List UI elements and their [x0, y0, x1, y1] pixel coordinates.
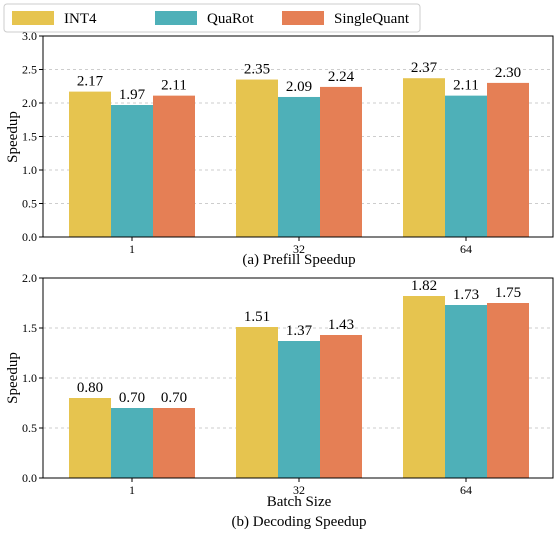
prefill-y-axis-label: Speedup: [5, 111, 21, 163]
data-label-quarot: 1.73: [453, 287, 479, 303]
decoding-caption: (b) Decoding Speedup: [232, 514, 367, 530]
y-tick-label: 0.0: [22, 471, 37, 485]
y-tick-label: 3.0: [22, 29, 37, 43]
data-label-int4: 1.82: [411, 278, 437, 294]
decoding-data-labels: 0.80 1.51 1.82 0.70 1.37 1.73 0.70 1.43 1.75: [77, 278, 521, 406]
bar-int4: [236, 79, 278, 237]
bar-quarot: [445, 95, 487, 237]
bar-quarot: [111, 408, 153, 478]
data-label-quarot: 0.70: [119, 390, 145, 406]
data-label-singlequant: 2.30: [495, 65, 521, 81]
prefill-data-labels: 2.17 2.35 2.37 1.97 2.09 2.11 2.11 2.24 2.30: [77, 60, 521, 103]
data-label-singlequant: 2.24: [328, 69, 355, 85]
prefill-caption: (a) Prefill Speedup: [242, 252, 355, 268]
prefill-y-ticks: 0.0 0.5 1.0 1.5 2.0 2.5 3.0: [22, 29, 43, 244]
decoding-speedup-panel: 0.801.511.820.701.371.730.701.431.75 0.0…: [5, 271, 554, 530]
legend-label-singlequant: SingleQuant: [334, 11, 410, 27]
bar-quarot: [278, 96, 320, 237]
y-tick-label: 0.0: [22, 230, 37, 244]
data-label-singlequant: 2.11: [161, 78, 187, 94]
bar-int4: [69, 91, 111, 237]
legend-label-int4: INT4: [64, 11, 97, 27]
prefill-speedup-panel: 2.17 2.35 2.37 1.97 2.09 2.11 2.11 2.24 2.30 0.0…: [5, 29, 554, 268]
y-tick-label: 2.0: [22, 96, 37, 110]
y-tick-label: 1.0: [22, 163, 37, 177]
prefill-x-ticks: 1 32 64: [129, 237, 472, 256]
y-tick-label: 0.5: [22, 421, 37, 435]
x-tick-label: 1: [129, 483, 135, 497]
bar-int4: [403, 296, 445, 478]
y-tick-label: 0.5: [22, 197, 37, 211]
bar-int4: [69, 398, 111, 478]
x-tick-label: 32: [293, 242, 305, 256]
y-tick-label: 1.5: [22, 130, 37, 144]
x-tick-label: 1: [129, 242, 135, 256]
data-label-int4: 1.51: [244, 309, 270, 325]
legend: INT4 QuaRot SingleQuant: [3, 3, 421, 33]
data-label-singlequant: 0.70: [161, 390, 187, 406]
data-label-quarot: 2.11: [453, 78, 479, 94]
legend-label-quarot: QuaRot: [207, 11, 254, 27]
data-label-singlequant: 1.43: [328, 317, 354, 333]
bar-quarot: [445, 305, 487, 478]
decoding-y-ticks: 0.0 0.5 1.0 1.5 2.0: [22, 271, 43, 485]
data-label-int4: 2.17: [77, 74, 104, 90]
data-label-quarot: 1.97: [119, 87, 146, 103]
bar-quarot: [111, 105, 153, 237]
data-label-quarot: 2.09: [286, 79, 312, 95]
decoding-x-ticks: 1 32 64: [129, 478, 472, 497]
bar-singlequant: [320, 335, 362, 478]
decoding-bars: [69, 296, 529, 478]
decoding-y-axis-label: Speedup: [5, 352, 21, 404]
prefill-bars: [69, 78, 529, 238]
x-tick-label: 32: [293, 483, 305, 497]
x-tick-label: 64: [460, 242, 472, 256]
y-tick-label: 2.0: [22, 271, 37, 285]
legend-swatch-int4: [12, 11, 54, 25]
data-label-int4: 2.35: [244, 62, 270, 78]
data-label-quarot: 1.37: [286, 323, 313, 339]
data-label-int4: 0.80: [77, 380, 103, 396]
x-tick-label: 64: [460, 483, 472, 497]
legend-swatch-quarot: [155, 11, 197, 25]
bar-quarot: [278, 341, 320, 478]
bar-singlequant: [487, 82, 529, 238]
bar-int4: [403, 78, 445, 238]
y-tick-label: 2.5: [22, 63, 37, 77]
decoding-x-axis-label: Batch Size: [267, 494, 332, 510]
bar-int4: [236, 327, 278, 478]
bar-singlequant: [487, 303, 529, 478]
bar-singlequant: [153, 95, 195, 237]
legend-swatch-singlequant: [282, 11, 324, 25]
bar-singlequant: [153, 408, 195, 478]
y-tick-label: 1.0: [22, 371, 37, 385]
bar-singlequant: [320, 86, 362, 237]
data-label-int4: 2.37: [411, 60, 438, 76]
data-label-singlequant: 1.75: [495, 285, 521, 301]
y-tick-label: 1.5: [22, 321, 37, 335]
